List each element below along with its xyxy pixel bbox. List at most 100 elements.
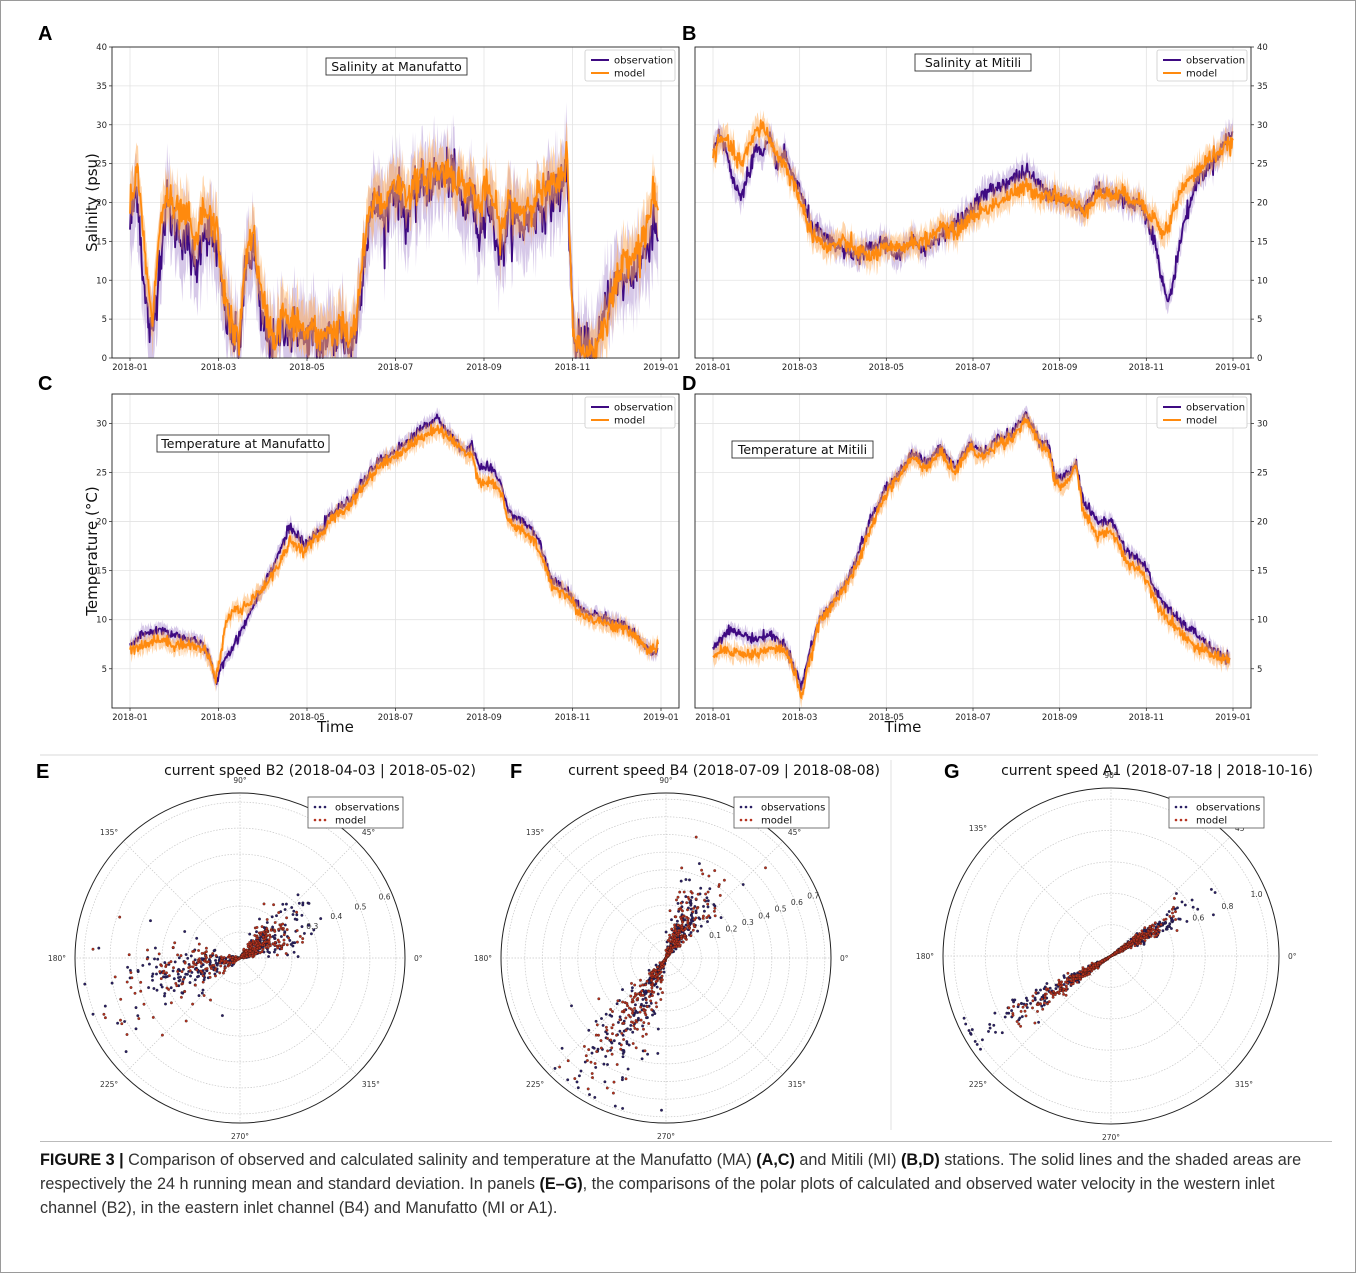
scatter-point	[167, 987, 171, 991]
scatter-point	[172, 989, 176, 993]
scatter-point	[285, 916, 289, 920]
scatter-point	[579, 1069, 583, 1073]
scatter-point	[1034, 991, 1038, 995]
x-tick-label: 2018-07	[378, 363, 414, 373]
scatter-point	[655, 974, 659, 977]
scatter-point	[689, 934, 693, 938]
scatter-point	[641, 993, 645, 997]
scatter-point	[1081, 966, 1085, 970]
scatter-point	[697, 862, 701, 866]
scatter-point	[655, 1005, 659, 1009]
y-tick-label: 0	[1257, 354, 1262, 364]
scatter-point	[576, 1086, 580, 1090]
scatter-point	[183, 990, 187, 993]
scatter-point	[181, 977, 185, 981]
chart-panel-a: A 2018-01 2018-03 2018-05 2018-07 2018-09 2018…	[38, 23, 680, 373]
scatter-point	[631, 1042, 635, 1045]
scatter-point	[676, 923, 680, 927]
scatter-point	[624, 1028, 628, 1032]
legend-marker-observations	[1184, 805, 1188, 809]
scatter-point	[1177, 917, 1181, 921]
caption-ref-bd: (B,D)	[901, 1151, 940, 1169]
scatter-point	[151, 1015, 155, 1019]
scatter-point	[683, 936, 687, 940]
scatter-point	[642, 1009, 646, 1012]
scatter-point	[1040, 1004, 1044, 1008]
radial-gridline	[612, 904, 720, 1012]
scatter-point	[248, 932, 252, 936]
scatter-point	[704, 892, 708, 896]
angle-label: 0°	[414, 954, 423, 963]
scatter-point	[668, 949, 672, 953]
scatter-point	[650, 989, 654, 993]
y-tick-label: 15	[1257, 237, 1268, 247]
y-axis-label: Temperature (°C)	[83, 486, 101, 616]
x-tick-label: 2018-09	[1042, 363, 1078, 373]
scatter-point	[1172, 896, 1176, 900]
legend-label-observations: observations	[335, 803, 399, 814]
y-tick-label: 30	[96, 121, 107, 131]
series-points-model	[558, 835, 767, 1095]
y-tick-label: 0	[102, 354, 107, 364]
scatter-point	[258, 946, 262, 950]
scatter-point	[676, 901, 680, 905]
scatter-point	[1081, 975, 1085, 979]
radial-label: 0.6	[1192, 914, 1204, 923]
scatter-point	[231, 955, 235, 959]
scatter-point	[588, 1093, 591, 1097]
scatter-point	[226, 960, 230, 964]
scatter-point	[645, 1016, 648, 1020]
scatter-point	[696, 929, 700, 933]
x-tick-label: 2018-03	[782, 363, 818, 373]
scatter-point	[603, 1080, 607, 1084]
scatter-point	[193, 978, 197, 982]
x-tick-label: 2018-01	[112, 363, 148, 373]
scatter-point	[988, 1026, 992, 1030]
scatter-point	[180, 970, 184, 974]
annotation-text: Salinity at Mitili	[925, 55, 1021, 70]
scatter-point	[644, 1032, 648, 1036]
x-tick-label: 2018-07	[955, 713, 991, 723]
scatter-point	[157, 952, 161, 956]
scatter-point	[647, 968, 651, 972]
scatter-point	[660, 978, 664, 982]
scatter-point	[202, 994, 206, 997]
scatter-point	[201, 974, 205, 978]
scatter-point	[1039, 988, 1042, 992]
scatter-point	[650, 983, 654, 987]
legend-marker-model	[1179, 818, 1183, 822]
scatter-point	[690, 895, 694, 899]
scatter-point	[1083, 968, 1087, 972]
scatter-point	[1134, 941, 1138, 945]
y-tick-label: 35	[96, 82, 107, 92]
scatter-point	[980, 1038, 984, 1042]
scatter-point	[691, 910, 695, 914]
scatter-point	[1013, 998, 1017, 1002]
scatter-point	[688, 926, 691, 930]
scatter-point	[218, 971, 222, 975]
scatter-point	[187, 966, 191, 970]
scatter-point	[1171, 911, 1174, 915]
annotation-text: Temperature at Manufatto	[160, 436, 325, 451]
x-tick-label: 2018-11	[1129, 713, 1165, 723]
scatter-point	[1024, 996, 1028, 1000]
scatter-point	[251, 939, 255, 943]
scatter-point	[260, 925, 264, 929]
scatter-point	[633, 983, 637, 987]
scatter-point	[1185, 919, 1189, 923]
scatter-point	[686, 895, 690, 899]
scatter-point	[205, 967, 209, 970]
x-tick-label: 2018-05	[289, 363, 325, 373]
scatter-point	[694, 911, 698, 915]
scatter-point	[626, 1004, 629, 1008]
scatter-point	[979, 1047, 982, 1051]
scatter-point	[264, 946, 268, 949]
scatter-point	[1034, 988, 1038, 992]
annotation-box	[156, 434, 330, 453]
y-tick-label: 15	[96, 237, 107, 247]
scatter-point	[649, 974, 653, 978]
scatter-point	[248, 943, 252, 947]
scatter-point	[301, 940, 304, 944]
scatter-point	[282, 942, 286, 946]
scatter-point	[97, 946, 101, 950]
